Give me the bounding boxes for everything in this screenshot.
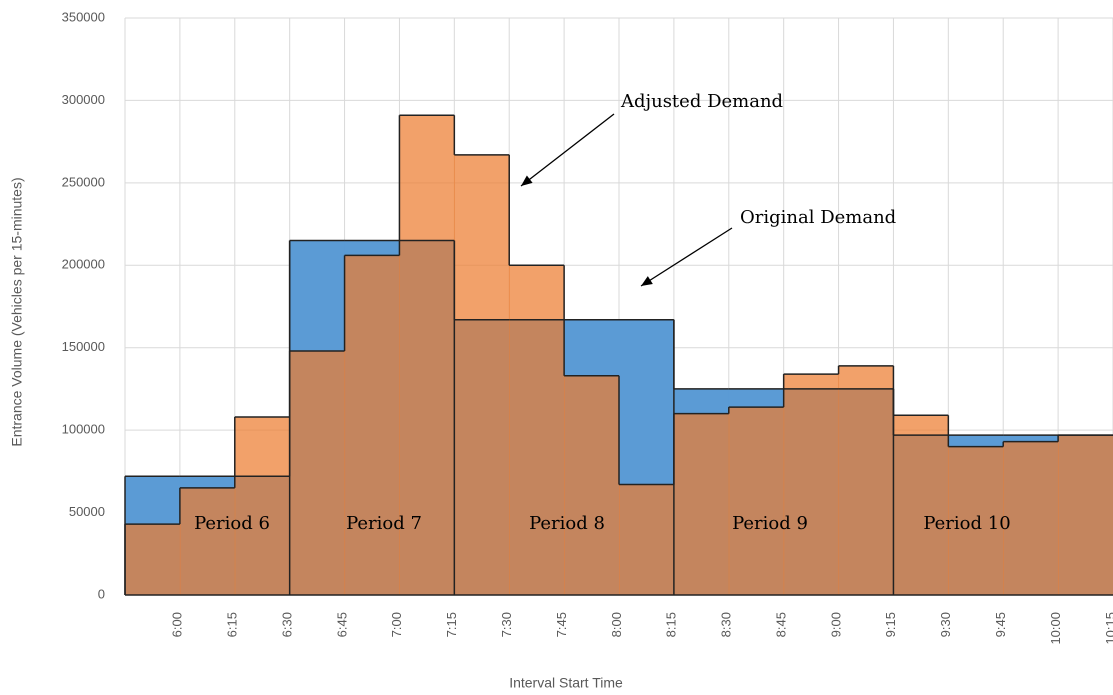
x-tick-label: 7:45: [554, 612, 569, 637]
x-tick-label: 9:15: [883, 612, 898, 637]
step-bar: [344, 255, 400, 595]
period-label: Period 9: [732, 513, 808, 534]
step-bar: [399, 115, 455, 595]
step-bar: [454, 154, 510, 595]
y-tick-label: 300000: [62, 92, 105, 107]
x-tick-label: 6:15: [225, 612, 240, 637]
x-tick-label: 10:15: [1103, 612, 1113, 645]
annotation-arrow: [520, 113, 615, 187]
arrow-head: [521, 175, 533, 186]
period-label: Period 8: [529, 513, 605, 534]
step-bar: [234, 416, 291, 595]
period-label: Period 10: [923, 513, 1010, 534]
step-bar: [179, 487, 236, 595]
y-tick-label: 150000: [62, 339, 105, 354]
step-bar: [1003, 441, 1059, 595]
x-tick-label: 7:00: [389, 612, 404, 637]
x-tick-label: 6:45: [334, 612, 349, 637]
y-tick-label: 250000: [62, 174, 105, 189]
step-bar: [728, 407, 785, 595]
step-bar: [673, 413, 730, 595]
x-tick-label: 8:30: [719, 612, 734, 637]
step-bar: [838, 365, 894, 595]
y-tick-label: 50000: [69, 504, 105, 519]
annotation: Adjusted Demand: [620, 91, 783, 112]
x-tick-label: 6:30: [279, 612, 294, 637]
x-tick-label: 6:00: [170, 612, 185, 637]
y-tick-label: 100000: [62, 422, 105, 437]
period-label: Period 7: [346, 513, 422, 534]
y-tick-label: 200000: [62, 257, 105, 272]
x-tick-label: 9:00: [828, 612, 843, 637]
step-bar: [509, 265, 565, 595]
y-axis-title: Entrance Volume (Vehicles per 15-minutes…: [9, 177, 25, 446]
x-tick-label: 8:15: [664, 612, 679, 637]
x-axis-title: Interval Start Time: [509, 675, 623, 691]
period-label: Period 6: [194, 513, 270, 534]
annotation: Original Demand: [740, 207, 896, 228]
x-tick-label: 9:30: [938, 612, 953, 637]
y-tick-label: 0: [98, 586, 105, 601]
step-bar: [619, 484, 675, 595]
x-tick-label: 8:00: [609, 612, 624, 637]
x-tick-label: 7:30: [499, 612, 514, 637]
step-bar: [948, 446, 1004, 595]
x-tick-label: 10:00: [1048, 612, 1063, 645]
annotation-arrow: [640, 227, 733, 287]
step-bar: [564, 375, 620, 595]
step-bar: [289, 351, 346, 595]
x-tick-label: 9:45: [993, 612, 1008, 637]
x-tick-label: 7:15: [444, 612, 459, 637]
arrow-head: [641, 276, 653, 286]
step-bar: [125, 524, 181, 595]
x-tick-label: 8:45: [773, 612, 788, 637]
y-tick-label: 350000: [62, 9, 105, 24]
step-bar: [783, 374, 840, 595]
step-bar: [893, 415, 949, 595]
step-bar: [1058, 435, 1113, 595]
